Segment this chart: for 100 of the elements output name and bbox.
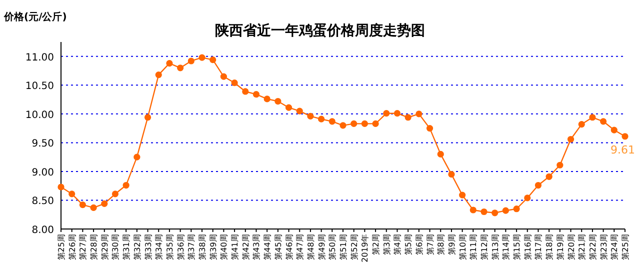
point [361,120,368,128]
x-tick-label: 第13周 [490,234,500,260]
x-tick-label: 第49周 [317,234,326,260]
point [274,98,282,105]
y-tick-label: 9.50 [32,138,54,150]
x-tick-label: 第52周 [350,234,359,260]
point [122,182,130,189]
x-tick-label: 第11周 [469,234,478,260]
x-tick-label: 第51周 [339,234,348,260]
point [404,114,412,121]
point [610,126,618,134]
x-tick-label: 第5周 [404,234,414,256]
point [513,206,520,212]
x-tick-label: 第38周 [198,234,207,260]
x-tick-label: 第25周 [621,234,630,260]
x-tick-label: 第32周 [132,234,142,260]
point [622,133,628,140]
point [470,206,476,214]
point [459,192,466,198]
y-tick-label: 8.00 [32,225,54,236]
x-tick-label: 第7周 [426,234,435,256]
y-tick-label: 10.50 [25,81,54,92]
point [155,71,162,78]
point [307,112,314,120]
point [372,120,379,128]
point [524,194,531,202]
point [177,64,184,72]
x-tick-label: 第40周 [220,234,229,260]
x-tick-label: 第50周 [328,234,338,260]
y-tick-label: 9.00 [32,167,54,178]
x-tick-label: 第47周 [296,234,305,260]
point [383,110,390,117]
point [546,173,552,180]
x-tick-label: 第26周 [68,234,77,260]
y-tick-label: 8.50 [32,196,54,208]
x-tick-label: 第22周 [588,234,598,260]
x-tick-label: 第3周 [382,234,392,256]
point [144,114,152,121]
point [68,190,76,198]
x-tick-label: 第27周 [78,234,88,260]
point [492,210,498,216]
point [448,171,455,178]
y-tick-label: 10.00 [25,110,54,121]
x-tick-label: 第8周 [436,234,446,256]
x-tick-label: 第45周 [274,234,283,260]
x-tick-label: 第46周 [284,234,294,260]
point [220,73,227,80]
x-tick-label: 第23周 [599,234,608,260]
x-tick-label: 第42周 [241,234,250,260]
point [578,120,585,128]
y-tick-label: 11.00 [25,52,54,64]
point [350,120,358,128]
x-tick-label: 第9周 [447,234,456,256]
chart-title: 陕西省近一年鸡蛋价格周度走势图 [215,22,425,39]
x-tick-label: 第6周 [414,234,424,256]
x-tick-label: 第41周 [230,234,240,260]
point [296,108,303,114]
x-tick-label: 第30周 [111,234,120,260]
x-tick-label: 第37周 [187,234,196,260]
point [502,207,509,214]
point [188,58,194,64]
x-tick-label: 第17周 [534,234,544,260]
x-tick-label: 第34周 [154,234,164,260]
x-tick-label: 第29周 [100,234,110,260]
point [210,56,216,64]
point [534,182,542,189]
point [340,122,346,129]
point [242,88,249,95]
x-tick-label: 第24周 [610,234,620,260]
x-tick-label: 第12周 [480,234,489,260]
point [101,200,108,207]
point [328,118,336,125]
x-tick-label: 第2周 [372,234,381,256]
point [252,91,260,98]
y-axis-title: 价格(元/公斤) [3,11,67,23]
x-tick-label: 第20周 [566,234,576,260]
x-tick-label: 第25周 [57,234,66,260]
point [426,125,434,132]
x-tick-label: 2019年 [360,234,370,262]
x-tick-label: 第48周 [306,234,316,260]
point [416,110,422,118]
x-tick-label: 第15周 [512,234,522,260]
point [198,54,206,61]
point [318,116,325,122]
point [90,204,97,212]
point [166,60,173,67]
point [589,114,596,121]
point [394,110,401,117]
point [567,136,574,143]
x-tick-label: 第14周 [502,234,511,260]
point [58,184,64,190]
x-tick-label: 第16周 [523,234,532,260]
x-tick-label: 第21周 [578,234,587,260]
point [285,104,292,111]
point [480,208,488,216]
point [556,162,564,168]
x-tick-label: 第44周 [263,234,272,260]
x-tick-label: 第31周 [122,234,132,260]
point [79,202,86,208]
point [437,150,444,158]
